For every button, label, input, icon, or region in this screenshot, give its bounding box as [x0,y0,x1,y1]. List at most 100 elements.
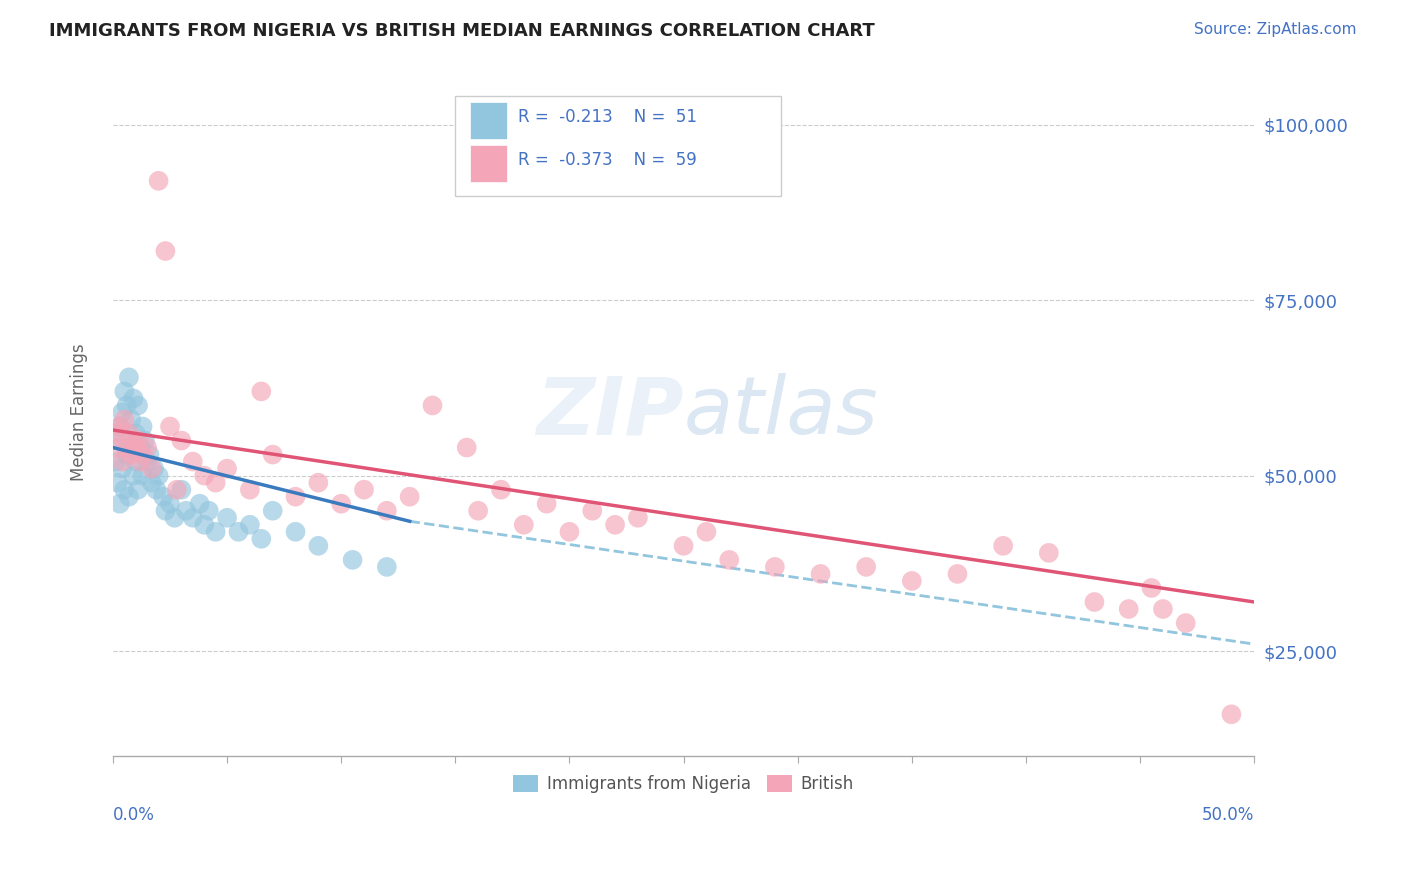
Point [901,574,924,588]
Point [1174,615,1197,630]
Point [112,384,135,399]
Text: ZIP: ZIP [536,374,683,451]
Text: Median Earnings: Median Earnings [70,343,87,482]
Point [375,504,398,518]
Point [456,441,478,455]
Point [159,419,181,434]
Point [131,468,153,483]
Point [991,539,1014,553]
Point [122,434,145,448]
Point [558,524,581,539]
Point [112,483,135,497]
Point [330,497,353,511]
Point [118,370,141,384]
Point [672,539,695,553]
Point [115,448,138,462]
Point [193,517,215,532]
Point [467,504,489,518]
Legend: Immigrants from Nigeria, British: Immigrants from Nigeria, British [506,768,860,800]
Point [108,419,131,434]
Point [188,497,211,511]
Point [489,483,512,497]
Point [122,468,145,483]
Point [284,524,307,539]
Point [250,532,273,546]
Point [1220,707,1243,722]
Point [946,566,969,581]
Point [375,560,398,574]
Point [204,475,226,490]
Point [307,539,329,553]
Point [136,441,159,455]
Point [353,483,375,497]
Text: atlas: atlas [683,374,879,451]
Point [603,517,626,532]
FancyBboxPatch shape [456,96,780,195]
Point [1083,595,1105,609]
Point [125,454,148,468]
Point [163,510,186,524]
Point [127,434,149,448]
Point [695,524,717,539]
Point [127,483,149,497]
Point [581,504,603,518]
Point [204,524,226,539]
Point [107,475,129,490]
Point [1152,602,1174,616]
Point [181,454,204,468]
Point [131,419,153,434]
Point [118,490,141,504]
Point [134,434,156,448]
Point [855,560,877,574]
FancyBboxPatch shape [470,102,506,138]
Point [152,490,174,504]
Point [155,504,177,518]
Point [215,510,238,524]
Point [107,441,129,455]
Point [159,497,181,511]
Point [129,454,152,468]
Point [145,483,167,497]
Point [1140,581,1163,595]
Point [239,517,262,532]
Text: 0.0%: 0.0% [112,805,155,823]
Text: Source: ZipAtlas.com: Source: ZipAtlas.com [1194,22,1357,37]
Point [181,510,204,524]
Point [136,454,159,468]
Point [422,399,444,413]
Point [141,475,163,490]
Text: IMMIGRANTS FROM NIGERIA VS BRITISH MEDIAN EARNINGS CORRELATION CHART: IMMIGRANTS FROM NIGERIA VS BRITISH MEDIA… [49,22,875,40]
Text: R =  -0.213    N =  51: R = -0.213 N = 51 [517,108,697,126]
Point [115,441,138,455]
Point [627,510,650,524]
Point [148,174,170,188]
Point [718,553,741,567]
Point [127,399,149,413]
Point [398,490,420,504]
Point [131,448,153,462]
Point [763,560,786,574]
Point [307,475,329,490]
FancyBboxPatch shape [470,145,506,182]
Point [250,384,273,399]
Point [148,468,170,483]
Point [108,497,131,511]
Point [141,461,163,475]
Point [174,504,197,518]
Point [536,497,558,511]
Point [262,448,284,462]
Point [122,392,145,406]
Text: 50.0%: 50.0% [1202,805,1254,823]
Point [284,490,307,504]
Point [108,419,131,434]
Point [262,504,284,518]
Point [120,448,142,462]
Text: R =  -0.373    N =  59: R = -0.373 N = 59 [517,151,697,169]
Point [143,461,166,475]
Point [120,412,142,426]
Point [239,483,262,497]
Point [120,441,142,455]
Point [155,244,177,258]
Point [104,454,127,468]
Point [215,461,238,475]
